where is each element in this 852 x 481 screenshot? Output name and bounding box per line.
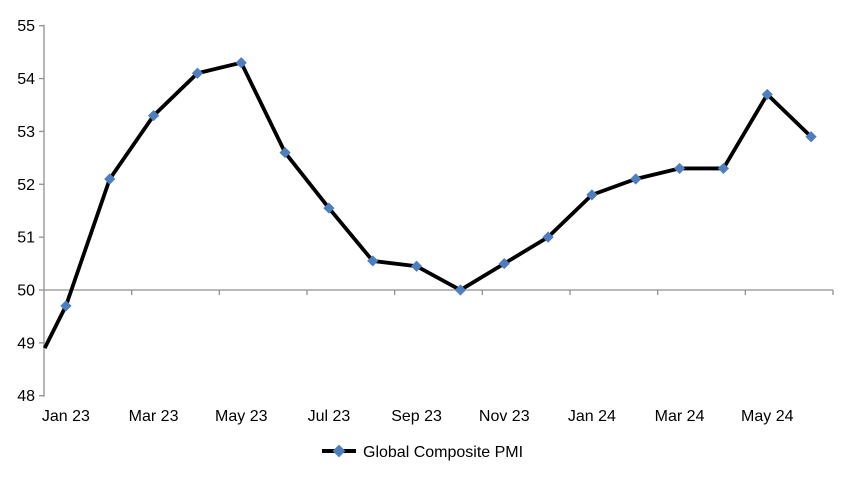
data-point-marker: [586, 189, 598, 201]
data-point-marker: [498, 257, 510, 270]
data-point-marker: [717, 162, 730, 175]
y-tick-label: 49: [17, 335, 35, 352]
data-point-marker: [104, 173, 116, 185]
data-point-marker: [410, 260, 423, 272]
data-point-marker: [279, 146, 291, 159]
data-point-marker: [805, 131, 817, 143]
y-tick-label: 50: [17, 283, 35, 300]
y-tick-label: 55: [17, 18, 35, 35]
x-tick-label: Jan 23: [42, 408, 90, 425]
chart-legend: Global Composite PMI: [322, 444, 523, 461]
data-point-marker: [60, 300, 72, 312]
x-tick-label: May 23: [215, 408, 268, 425]
x-tick-label: Mar 24: [655, 408, 705, 425]
data-point-marker: [761, 88, 773, 101]
data-point-marker: [630, 173, 642, 185]
series-layer: [43, 57, 817, 349]
data-point-marker: [542, 231, 554, 243]
x-tick-label: Nov 23: [479, 408, 530, 425]
legend-series-label: Global Composite PMI: [363, 444, 523, 461]
y-tick-label: 53: [17, 124, 35, 141]
y-tick-label: 54: [17, 71, 35, 88]
x-tick-label: Jan 24: [568, 408, 616, 425]
data-point-marker: [323, 202, 335, 214]
data-point-marker: [454, 284, 467, 296]
y-tick-label: 51: [17, 230, 35, 247]
x-tick-label: May 24: [741, 408, 794, 425]
data-point-marker: [147, 109, 160, 122]
x-tick-label: Jul 23: [308, 408, 351, 425]
axes-layer: [39, 24, 834, 397]
axis-labels-layer: 48 49 50 51 52 53 54 55 Jan 23 Mar 23 May 23 Jul 23…: [17, 18, 793, 425]
data-point-marker: [367, 255, 379, 267]
pmi-series-line: [43, 60, 813, 349]
data-point-marker: [191, 67, 204, 79]
y-tick-label: 48: [17, 388, 35, 405]
y-tick-label: 52: [17, 177, 35, 194]
data-point-marker: [235, 57, 247, 69]
data-point-marker: [673, 162, 686, 175]
legend-diamond-marker-icon: [332, 444, 346, 458]
x-tick-label: Sep 23: [391, 408, 442, 425]
x-tick-label: Mar 23: [129, 408, 179, 425]
